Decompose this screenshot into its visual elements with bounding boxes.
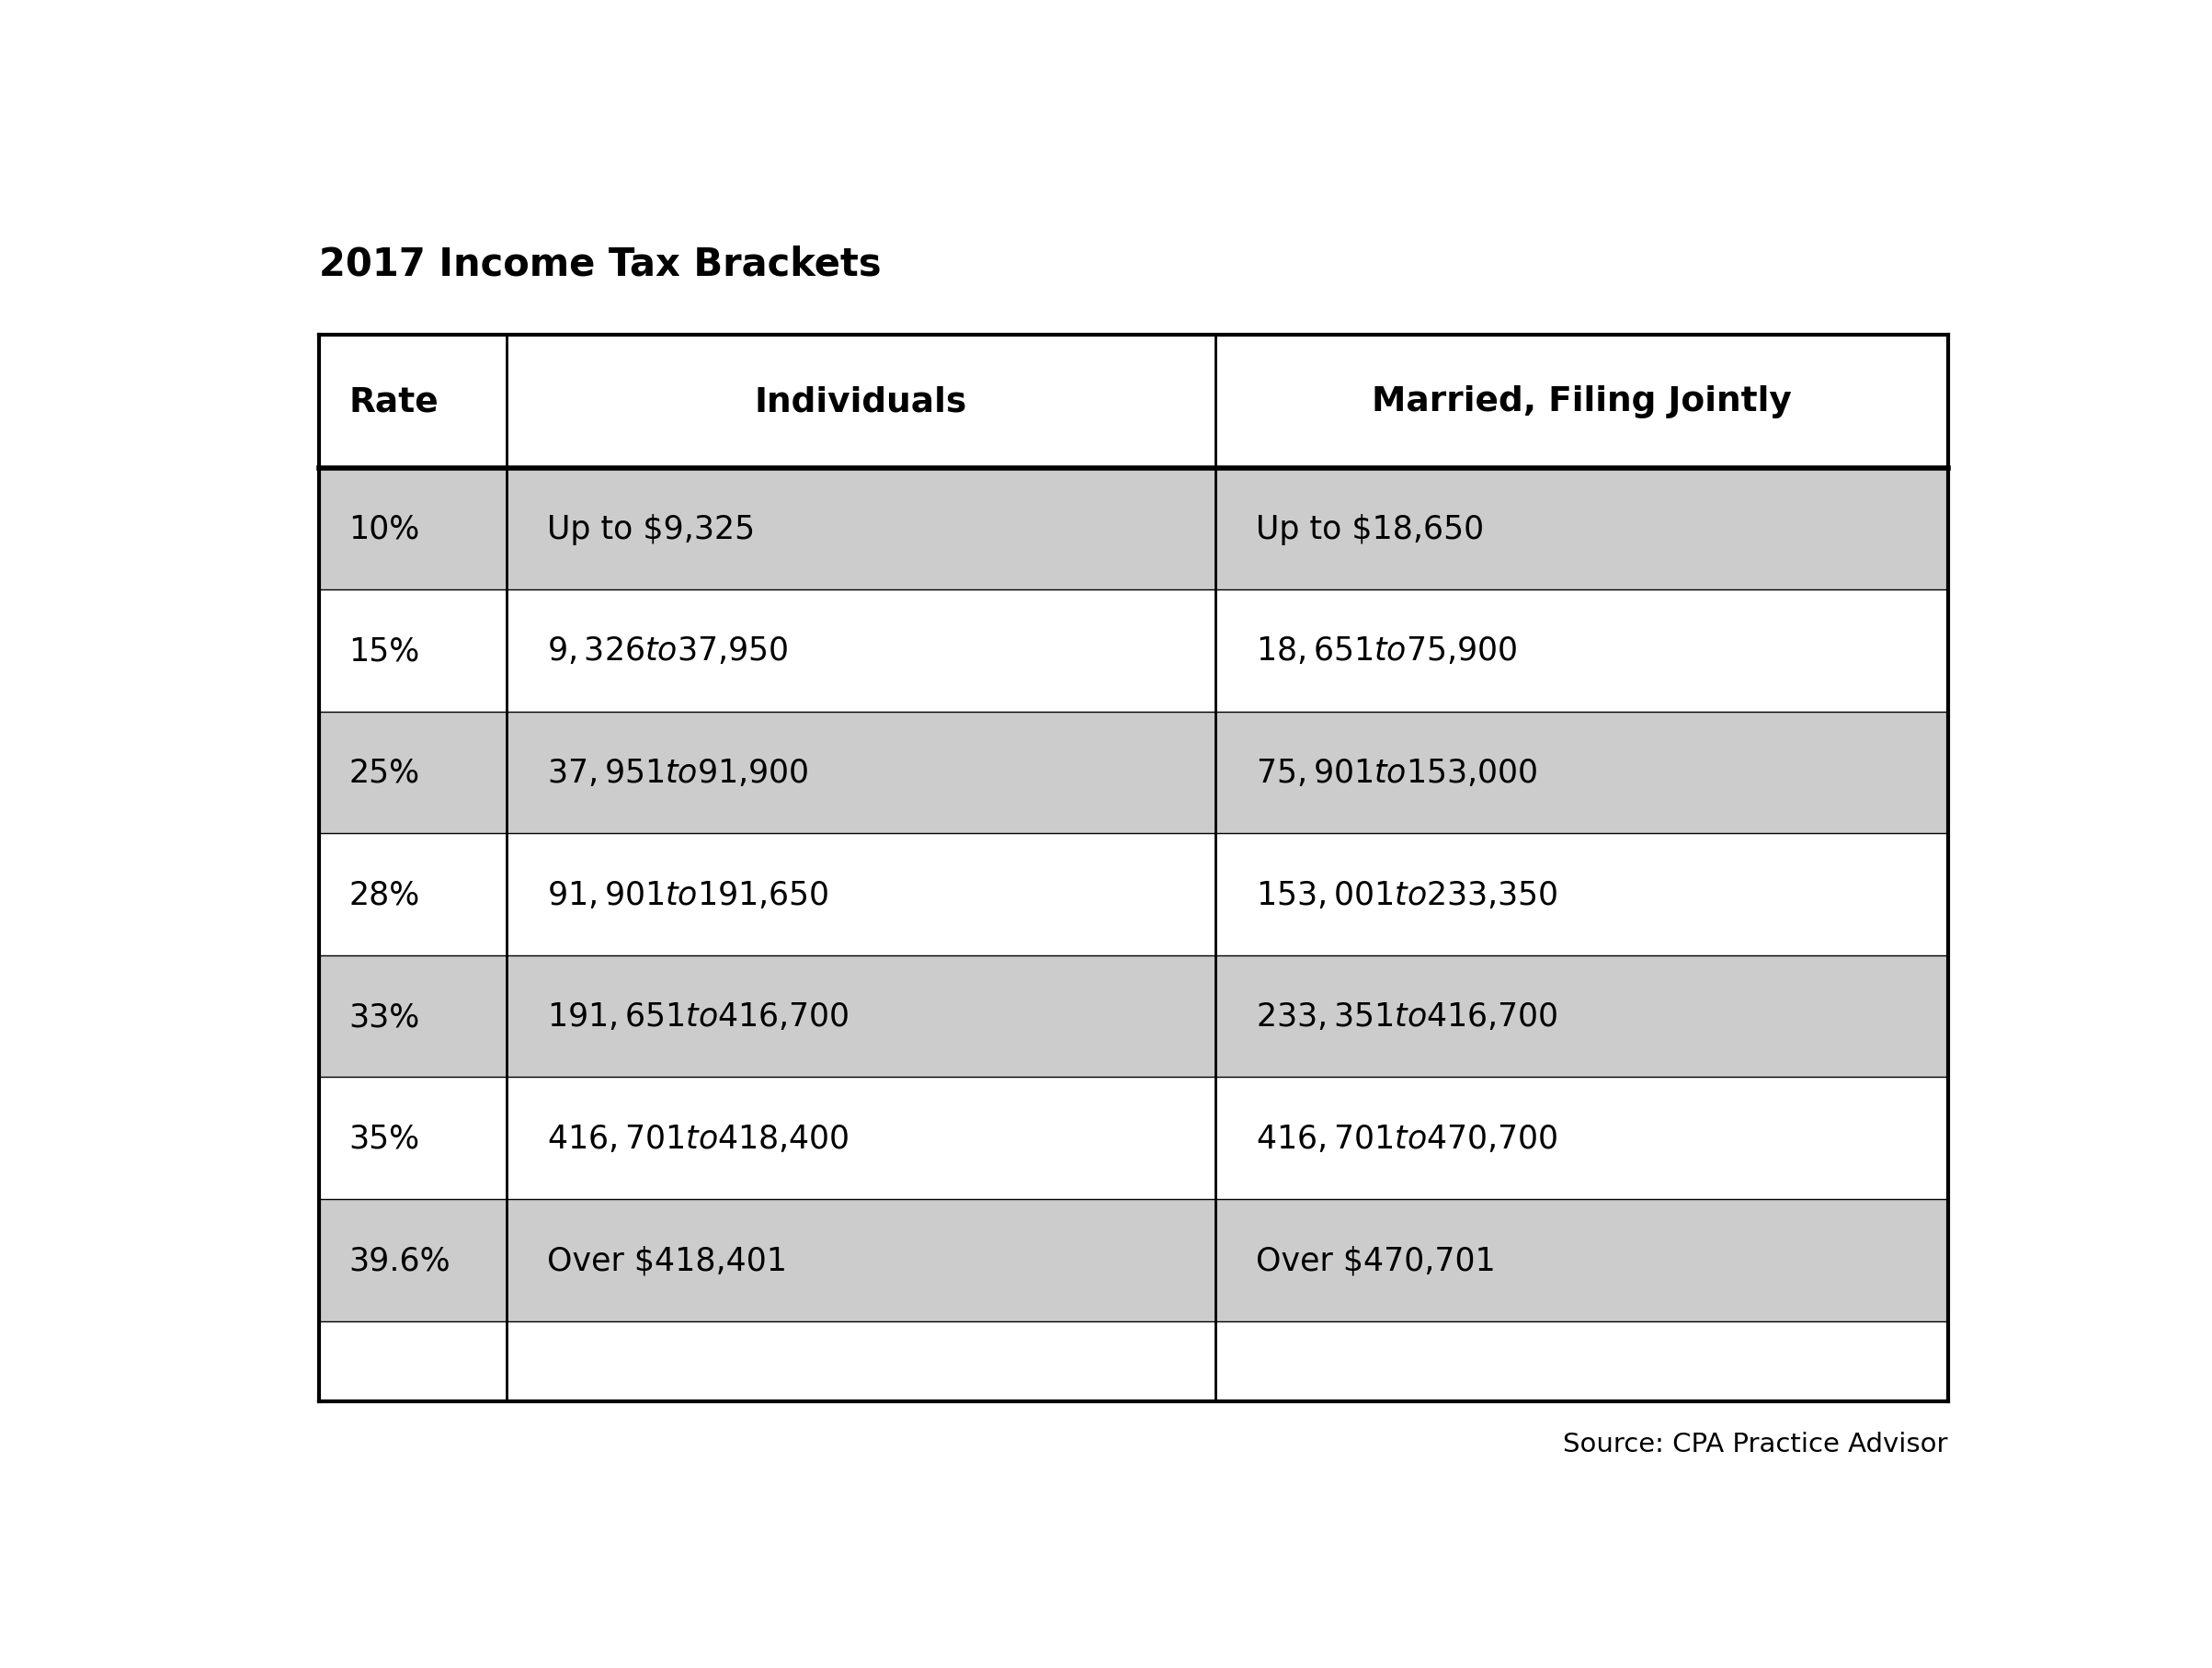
Text: Up to $18,650: Up to $18,650 (1256, 514, 1484, 545)
Bar (319, 1199, 1949, 1321)
Bar (319, 469, 1949, 590)
Text: 39.6%: 39.6% (349, 1244, 451, 1276)
Text: Married, Filing Jointly: Married, Filing Jointly (1371, 385, 1792, 419)
Text: 35%: 35% (349, 1123, 420, 1154)
Text: Individuals: Individuals (754, 385, 967, 419)
Text: Over $470,701: Over $470,701 (1256, 1244, 1495, 1276)
Text: $153,001 to $233,350: $153,001 to $233,350 (1256, 879, 1557, 911)
Text: Up to $9,325: Up to $9,325 (546, 514, 754, 545)
Bar (319, 834, 1949, 956)
Text: 10%: 10% (349, 514, 420, 545)
Bar (319, 1321, 1949, 1401)
Text: $416,701 to $470,700: $416,701 to $470,700 (1256, 1123, 1557, 1154)
Text: 28%: 28% (349, 879, 420, 911)
Text: $191,651 to $416,700: $191,651 to $416,700 (546, 1001, 849, 1032)
Text: 33%: 33% (349, 1001, 420, 1032)
Text: $233,351 to $416,700: $233,351 to $416,700 (1256, 1001, 1557, 1032)
Text: $75,901 to $153,000: $75,901 to $153,000 (1256, 757, 1537, 789)
Text: Rate: Rate (349, 385, 438, 419)
Text: $9,326 to $37,950: $9,326 to $37,950 (546, 636, 787, 667)
Bar (319, 1078, 1949, 1199)
Bar (319, 712, 1949, 834)
Text: $37,951 to $91,900: $37,951 to $91,900 (546, 757, 810, 789)
Text: 15%: 15% (349, 636, 420, 667)
Text: $91,901 to $191,650: $91,901 to $191,650 (546, 879, 830, 911)
Bar (319, 956, 1949, 1078)
Text: Over $418,401: Over $418,401 (546, 1244, 787, 1276)
Bar (319, 335, 1949, 469)
Text: $18,651 to $75,900: $18,651 to $75,900 (1256, 636, 1517, 667)
Text: $416,701to $418,400: $416,701to $418,400 (546, 1123, 849, 1154)
Text: 2017 Income Tax Brackets: 2017 Income Tax Brackets (319, 245, 883, 284)
Text: 25%: 25% (349, 757, 420, 789)
Text: Source: CPA Practice Advisor: Source: CPA Practice Advisor (1564, 1431, 1949, 1456)
Bar (319, 590, 1949, 712)
